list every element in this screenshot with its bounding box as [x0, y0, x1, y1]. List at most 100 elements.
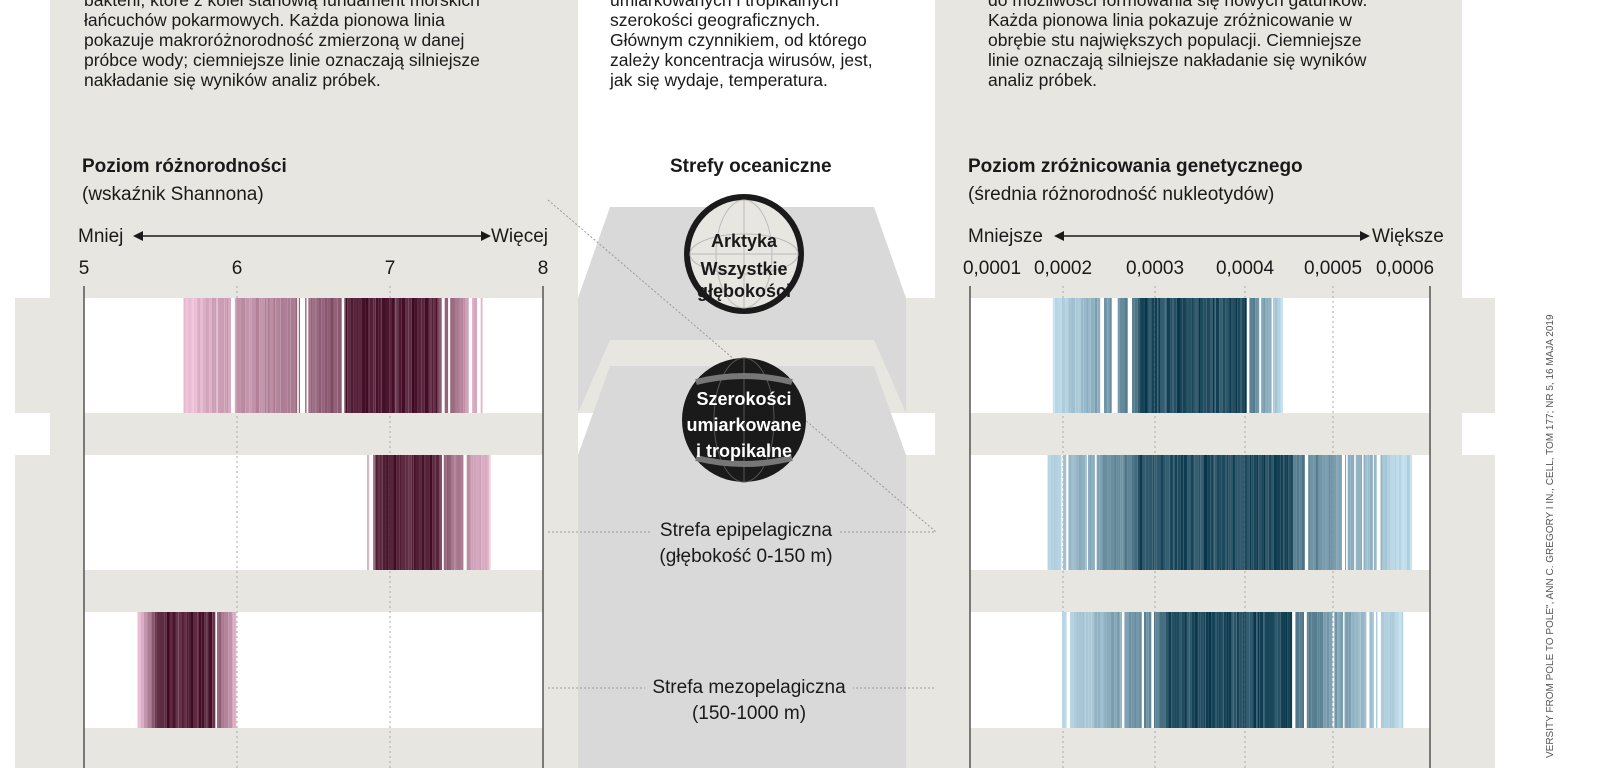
strip-line — [1050, 455, 1054, 570]
strip-line — [197, 612, 199, 728]
strip-line — [1319, 612, 1324, 728]
diversity-strip — [183, 298, 483, 413]
strip-line — [1236, 298, 1238, 413]
strip-line — [1326, 612, 1330, 728]
strip-line — [1165, 455, 1170, 570]
strip-line — [294, 298, 296, 413]
strip-line — [380, 298, 382, 413]
strip-line — [417, 298, 422, 413]
strip-line — [233, 612, 236, 728]
strip-line — [1207, 455, 1211, 570]
strip-line — [455, 298, 460, 413]
diversity-strip — [1047, 455, 1412, 570]
strip-line — [245, 298, 250, 413]
strip-line — [1105, 455, 1108, 570]
strip-line — [388, 455, 390, 570]
zone-label-line: (150-1000 m) — [691, 703, 807, 724]
strip-line — [356, 298, 358, 413]
left-chart-title: Poziom różnorodności — [82, 156, 287, 177]
center-text-line: zależy koncentracja wirusów, jest, — [610, 50, 873, 70]
center-text-line: szerokości geograficznych. — [610, 10, 821, 30]
strip-line — [140, 612, 144, 728]
strip-line — [1328, 455, 1331, 570]
strip-line — [1097, 298, 1101, 413]
strip-line — [421, 455, 425, 570]
strip-line — [1290, 612, 1293, 728]
right-description: do możliwości formowania się nowych gatu… — [988, 0, 1367, 90]
strip-line — [1054, 298, 1059, 413]
strip-line — [183, 298, 186, 413]
strip-line — [1157, 298, 1159, 413]
strip-line — [1071, 612, 1074, 728]
strip-line — [1280, 612, 1285, 728]
strip-line — [1085, 455, 1087, 570]
diversity-strip — [1062, 612, 1404, 728]
strip-line — [1193, 298, 1195, 413]
strip-line — [374, 455, 376, 570]
strip-line — [193, 298, 196, 413]
strip-line — [1110, 612, 1112, 728]
strip-line — [444, 298, 449, 413]
strip-line — [1256, 455, 1259, 570]
strip-line — [1402, 455, 1406, 570]
strip-line — [463, 298, 466, 413]
strip-line — [1318, 455, 1323, 570]
strip-line — [1117, 612, 1120, 728]
strip-line — [476, 455, 480, 570]
strip-line — [1165, 298, 1167, 413]
strip-line — [1276, 455, 1281, 570]
strip-line — [1052, 298, 1055, 413]
strip-line — [470, 455, 472, 570]
strip-line — [1272, 298, 1275, 413]
strip-line — [1182, 298, 1186, 413]
strip-line — [1372, 612, 1374, 728]
strip-line — [284, 298, 288, 413]
strip-line — [408, 298, 412, 413]
strip-line — [202, 298, 206, 413]
plot-row-background — [84, 455, 543, 570]
strip-line — [1155, 612, 1160, 728]
strip-line — [1104, 298, 1108, 413]
strip-line — [1340, 612, 1344, 728]
strip-line — [1065, 612, 1067, 728]
strip-line — [381, 298, 386, 413]
strip-line — [1099, 455, 1103, 570]
strip-line — [406, 298, 409, 413]
strip-line — [199, 612, 202, 728]
strip-line — [353, 298, 356, 413]
strip-line — [361, 298, 366, 413]
strip-line — [1180, 298, 1183, 413]
strip-line — [1350, 455, 1355, 570]
strip-line — [1137, 298, 1140, 413]
strip-line — [1186, 298, 1189, 413]
strip-line — [472, 298, 474, 413]
strip-line — [1311, 455, 1314, 570]
strip-line — [1169, 455, 1174, 570]
strip-line — [1103, 612, 1108, 728]
strip-line — [182, 612, 184, 728]
strip-line — [1390, 612, 1392, 728]
strip-line — [1213, 298, 1215, 413]
strip-line — [411, 298, 415, 413]
strip-line — [1111, 612, 1115, 728]
strip-line — [143, 612, 148, 728]
strip-line — [1240, 298, 1242, 413]
strip-line — [1241, 298, 1245, 413]
strip-line — [190, 612, 193, 728]
strip-line — [414, 298, 418, 413]
strip-line — [1173, 298, 1177, 413]
strip-line — [1259, 612, 1264, 728]
arctic-globe-icon — [684, 194, 804, 314]
strip-line — [1203, 612, 1206, 728]
strip-line — [1244, 455, 1248, 570]
strip-line — [1160, 298, 1165, 413]
strip-line — [249, 298, 252, 413]
strip-line — [368, 298, 370, 413]
strip-line — [1306, 612, 1309, 728]
strip-line — [1175, 612, 1177, 728]
strip-line — [396, 298, 398, 413]
strip-line — [1091, 455, 1095, 570]
strip-line — [1247, 455, 1250, 570]
strip-line — [1070, 298, 1073, 413]
center-connectors — [547, 199, 937, 768]
